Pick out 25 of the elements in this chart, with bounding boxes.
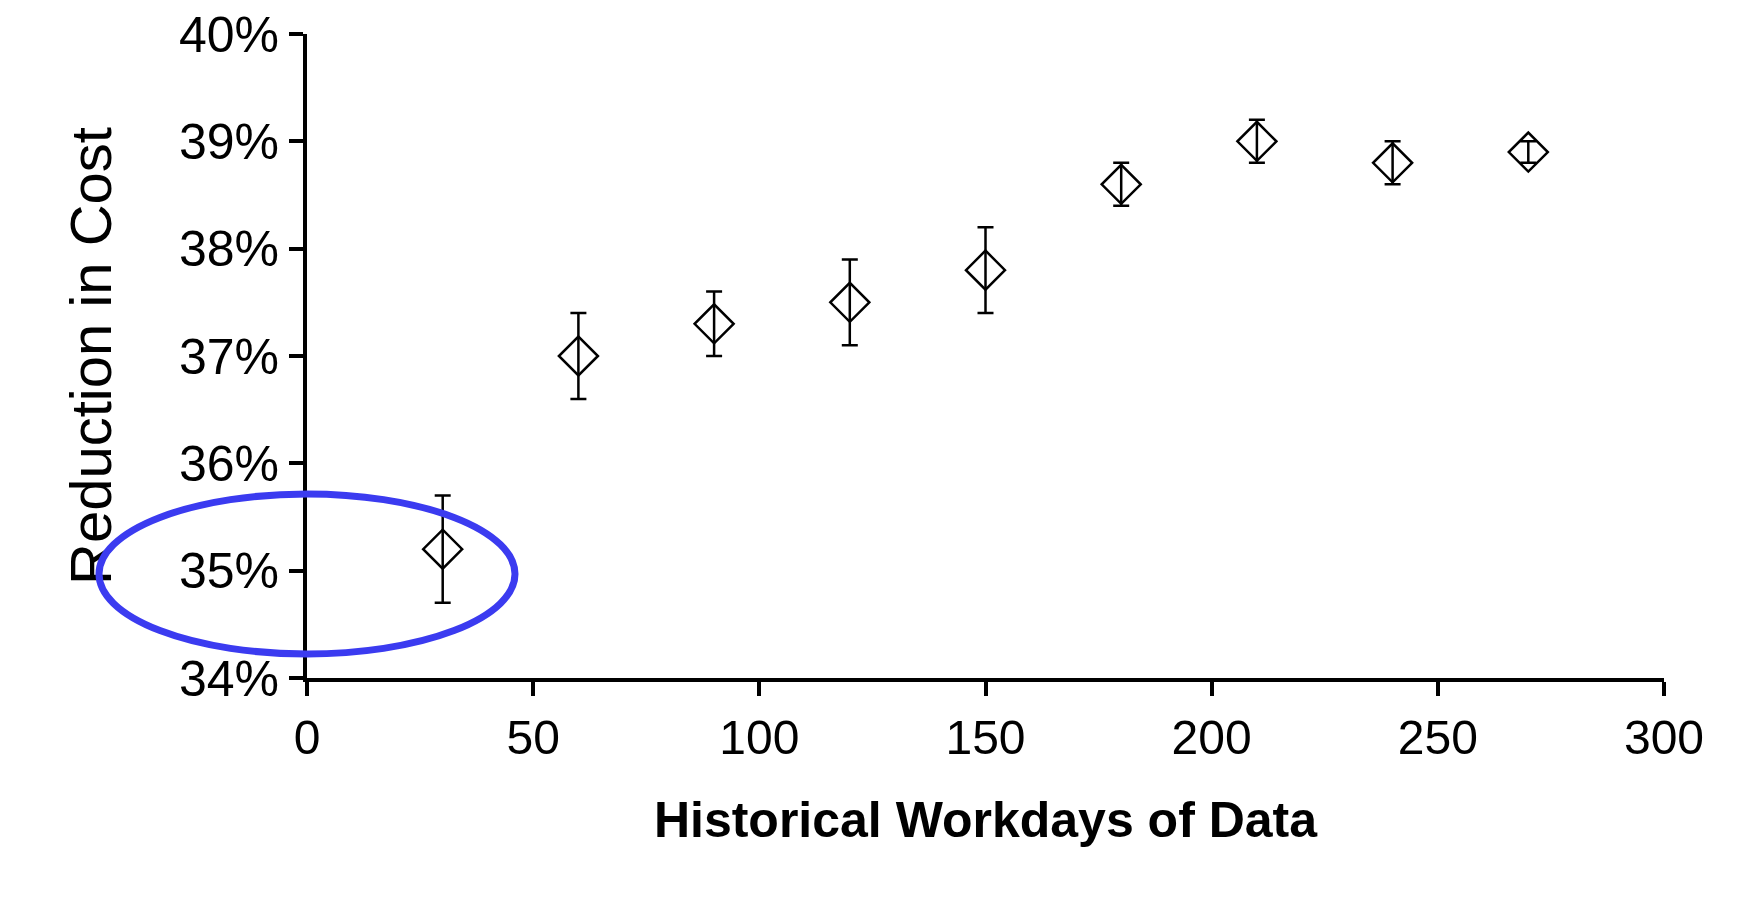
x-tick-label: 50	[506, 710, 560, 764]
y-tick-label: 37%	[178, 328, 279, 385]
x-tick-label: 150	[945, 710, 1026, 764]
x-tick-label: 200	[1171, 710, 1252, 764]
point	[1507, 131, 1550, 173]
y-tick-label: 40%	[178, 6, 279, 63]
x-tick-label: 250	[1397, 710, 1478, 764]
point	[1371, 142, 1414, 184]
x-tick-label: 0	[293, 710, 321, 764]
y-tick-label: 38%	[178, 221, 279, 278]
point	[693, 303, 735, 345]
y-tick-label: 39%	[178, 113, 279, 170]
y-tick-label: 34%	[178, 650, 279, 707]
point	[421, 528, 464, 570]
x-tick-label: 100	[719, 710, 800, 764]
y-tick-label: 36%	[178, 435, 279, 492]
point	[1236, 120, 1278, 163]
y-tick-label: 35%	[178, 543, 279, 600]
point	[1100, 163, 1142, 206]
point	[557, 335, 600, 377]
point	[829, 281, 871, 324]
point	[964, 249, 1007, 291]
y-axis-title: Reduction in Cost	[57, 127, 123, 585]
x-tick-label: 300	[1623, 710, 1705, 764]
x-axis-title: Historical Workdays of Data	[653, 791, 1319, 848]
